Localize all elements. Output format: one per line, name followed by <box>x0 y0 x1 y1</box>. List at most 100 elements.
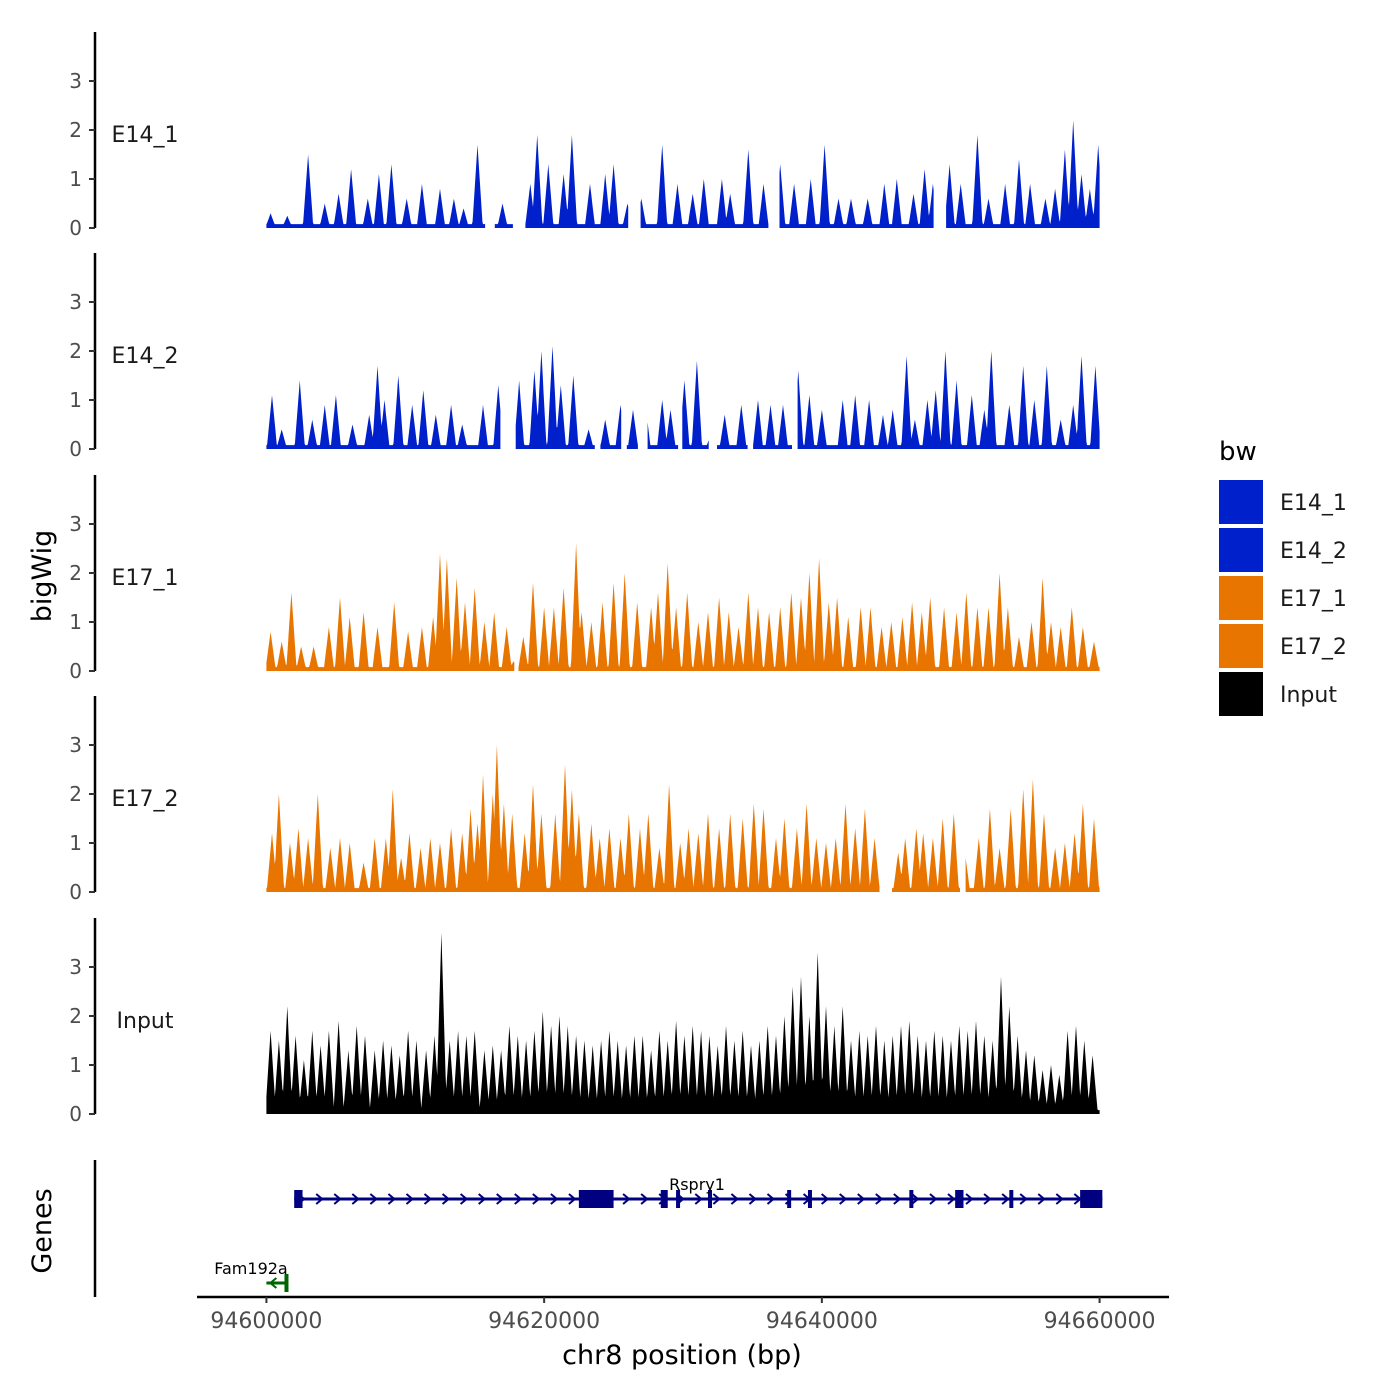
y-tick-label: 1 <box>69 610 82 634</box>
gene-Fam192a: Fam192a <box>214 1259 289 1292</box>
y-tick-label: 3 <box>69 290 82 314</box>
legend-label: E17_1 <box>1280 587 1347 612</box>
y-tick-label: 0 <box>69 880 82 904</box>
gene-exon <box>1080 1190 1103 1208</box>
legend-label: Input <box>1280 683 1337 708</box>
legend-item: E17_1 <box>1219 576 1347 620</box>
track-E14_1: 0 1 2 3 E14_1 <box>69 32 1100 240</box>
gene-exon <box>909 1190 914 1208</box>
track-E17_2: 0 1 2 3 E17_2 <box>69 696 1100 904</box>
strand-chevron <box>405 1193 415 1205</box>
coverage-area <box>515 346 595 449</box>
legend-item: Input <box>1219 672 1337 716</box>
gene-exon <box>1009 1190 1014 1208</box>
legend-label: E14_1 <box>1280 491 1347 516</box>
y-tick-label: 3 <box>69 69 82 93</box>
strand-chevron <box>766 1193 776 1205</box>
coverage-area <box>682 360 709 449</box>
strand-chevron <box>333 1193 342 1205</box>
y-tick-label: 1 <box>69 388 82 412</box>
gene-exon <box>294 1190 303 1208</box>
coverage-area <box>266 553 515 671</box>
strand-chevron <box>441 1193 451 1205</box>
y-tick-label: 2 <box>69 339 82 363</box>
y-tick-label: 2 <box>69 118 82 142</box>
y-tick-label: 0 <box>69 437 82 461</box>
x-axis-title: chr8 position (bp) <box>562 1340 802 1371</box>
track-label: E14_2 <box>112 344 179 369</box>
coverage-area <box>779 144 934 228</box>
strand-chevron <box>351 1193 360 1205</box>
strand-chevron <box>459 1193 469 1205</box>
x-tick-label: 94600000 <box>210 1309 322 1334</box>
strand-chevron <box>911 1193 920 1205</box>
gene-label: Rspry1 <box>669 1175 725 1194</box>
gene-exon <box>807 1190 812 1208</box>
track-label: Input <box>117 1009 174 1034</box>
gene-exon <box>707 1190 712 1208</box>
legend-swatch <box>1219 576 1263 620</box>
coverage-area <box>266 365 501 449</box>
tracks-group: 0 1 2 3 E14_1 0 1 2 3 E14_2 0 1 2 3 E17_1 0 1 2 3 E17_2 0 1 2 3… <box>69 32 1100 1126</box>
y-tick-label: 0 <box>69 1102 82 1126</box>
gene-exon <box>676 1190 681 1208</box>
genes-axis-title: Genes <box>27 1188 58 1273</box>
y-tick-label: 2 <box>69 561 82 585</box>
strand-chevron <box>550 1193 559 1205</box>
gene-label: Fam192a <box>214 1259 287 1278</box>
strand-chevron <box>532 1193 541 1205</box>
coverage-area <box>266 144 486 228</box>
gene-Rspry1: Rspry1 <box>294 1175 1103 1208</box>
strand-chevron <box>712 1193 721 1205</box>
coverage-area <box>266 932 1100 1114</box>
track-Input: 0 1 2 3 Input <box>69 918 1100 1126</box>
strand-chevron <box>1019 1193 1028 1205</box>
x-tick-label: 94640000 <box>766 1309 878 1334</box>
strand-chevron <box>514 1193 523 1205</box>
legend-swatch <box>1219 528 1263 572</box>
y-tick-label: 1 <box>69 831 82 855</box>
legend-item: E14_2 <box>1219 528 1347 572</box>
strand-chevron <box>496 1193 505 1205</box>
track-label: E17_1 <box>112 566 179 591</box>
coverage-area <box>892 813 960 892</box>
strand-chevron <box>929 1193 938 1205</box>
gene-exon <box>578 1190 614 1208</box>
strand-chevron <box>315 1193 324 1205</box>
strand-chevron <box>983 1193 992 1205</box>
strand-chevron <box>947 1193 956 1205</box>
strand-chevron <box>1037 1193 1046 1205</box>
x-tick-label: 94660000 <box>1044 1309 1156 1334</box>
y-tick-label: 3 <box>69 733 82 757</box>
strand-chevron <box>640 1193 649 1205</box>
legend-title: bw <box>1219 437 1257 467</box>
coverage-area <box>626 409 638 449</box>
strand-chevron <box>568 1193 577 1205</box>
genes-panel: Rspry1 Fam192a <box>93 1160 1103 1297</box>
legend-swatch <box>1219 480 1263 524</box>
coverage-area <box>266 745 880 892</box>
y-tick-label: 1 <box>69 167 82 191</box>
y-tick-label: 0 <box>69 216 82 240</box>
gene-exon <box>955 1190 964 1208</box>
strand-chevron <box>268 1277 278 1289</box>
track-E17_1: 0 1 2 3 E17_1 <box>69 475 1100 683</box>
strand-chevron <box>820 1193 830 1205</box>
y-tick-label: 0 <box>69 659 82 683</box>
y-axis-title: bigWig <box>27 530 58 623</box>
coverage-area <box>494 203 513 228</box>
legend: bw E14_1 E14_2 E17_1 E17_2 Input <box>1219 437 1347 716</box>
strand-chevron <box>839 1193 848 1205</box>
strand-chevron <box>694 1193 703 1205</box>
strand-chevron <box>748 1193 757 1205</box>
y-tick-label: 2 <box>69 782 82 806</box>
strand-chevron <box>478 1193 487 1205</box>
y-tick-label: 1 <box>69 1053 82 1077</box>
coverage-area <box>518 543 1100 671</box>
y-tick-label: 2 <box>69 1004 82 1028</box>
coverage-area <box>753 400 792 449</box>
coverage-area <box>525 134 629 228</box>
legend-swatch <box>1219 624 1263 668</box>
strand-chevron <box>423 1193 433 1205</box>
